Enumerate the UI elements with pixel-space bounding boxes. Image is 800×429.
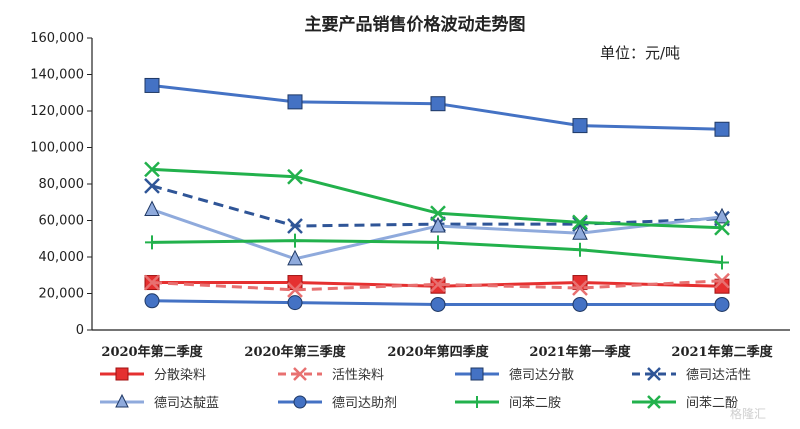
legend-marker [115,393,129,408]
legend-label: 活性染料 [332,368,384,383]
data-point [714,121,730,137]
data-point [144,274,160,291]
data-point [430,296,446,312]
x-tick-label: 2021年第二季度 [671,344,773,360]
y-tick-label: 160,000 [30,31,84,46]
y-tick-label: 120,000 [30,104,84,119]
data-point [144,177,160,194]
x-tick-label: 2020年第四季度 [387,344,489,360]
data-point [287,94,303,110]
data-point [287,218,303,234]
data-point [430,278,446,294]
legend-label: 分散染料 [154,368,206,383]
series-layer [144,77,730,312]
data-point [144,200,160,217]
legend-marker [293,367,307,381]
data-point [572,224,588,240]
data-point [714,272,730,289]
y-tick-label: 60,000 [39,214,85,229]
y-tick-label: 40,000 [39,250,85,265]
data-point [430,216,446,233]
data-point [287,275,303,291]
legend-item: 分散染料 [100,367,206,383]
legend-item: 间苯二酚 [632,395,738,411]
data-point [287,295,303,311]
chart-title: 主要产品销售价格波动走势图 [305,14,526,35]
series-6 [144,293,730,312]
legend-label: 德司达分散 [509,368,574,383]
legend-label: 德司达靛蓝 [154,396,219,411]
data-point [714,219,730,236]
data-point [144,293,160,309]
data-point [431,235,445,250]
data-point [714,296,730,312]
data-point [715,255,729,270]
data-point [287,249,303,266]
data-point [145,235,159,250]
legend-marker [471,396,483,408]
legend-item: 德司达分散 [455,367,574,383]
y-tick-label: 140,000 [30,68,84,83]
data-point [288,233,302,248]
series-7 [145,233,729,270]
legend-marker [470,367,484,381]
series-8 [144,161,730,236]
legend-marker [647,395,661,409]
legend-label: 德司达活性 [686,368,751,383]
data-point [287,281,303,298]
data-point [573,242,587,257]
legend-label: 间苯二酚 [686,396,738,411]
axes: 0 20,000 40,000 60,000 80,000 100,000 120,000 1… [30,31,790,360]
y-tick-label: 80,000 [39,177,85,192]
unit-note: 单位：元/吨 [600,44,680,62]
series-3 [144,77,730,137]
y-tick-label: 100,000 [30,141,84,156]
data-point [572,280,588,296]
data-point [287,168,303,185]
data-point [430,205,446,222]
x-tick-label: 2020年第三季度 [244,344,346,360]
y-tick-label: 20,000 [39,287,85,302]
watermark-text: 格隆汇 [730,406,766,421]
legend-item: 德司达助剂 [278,395,397,411]
data-point [144,161,160,178]
legend-item: 间苯二胺 [455,396,561,411]
legend-marker [293,395,307,409]
legend-item: 德司达靛蓝 [100,393,219,411]
data-point [714,207,730,224]
data-point [430,96,446,112]
data-point [572,296,588,312]
x-tick-label: 2020年第二季度 [101,344,203,360]
data-point [572,216,588,233]
y-tick-label: 0 [76,323,84,338]
data-point [144,77,160,93]
legend-item: 德司达活性 [632,367,751,383]
x-tick-label: 2021年第一季度 [529,344,631,360]
legend-label: 间苯二胺 [509,396,561,411]
series-2 [144,272,730,298]
legend-item: 活性染料 [278,367,384,383]
legend-label: 德司达助剂 [332,396,397,411]
data-point [430,276,446,293]
legend-marker [115,367,129,381]
data-point [572,118,588,134]
data-point [572,214,588,231]
legend-marker [647,367,661,381]
